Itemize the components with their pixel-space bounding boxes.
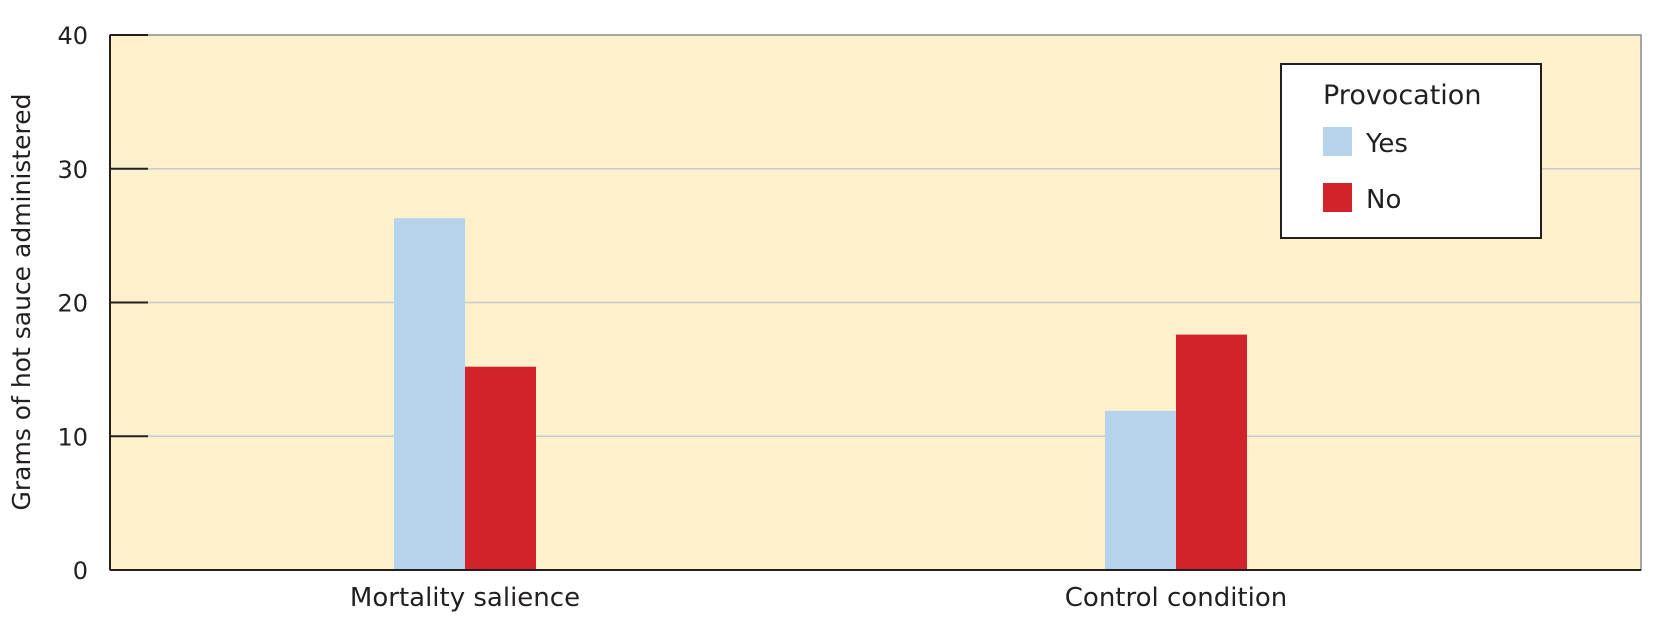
legend-label-no: No — [1366, 185, 1401, 215]
y-axis-ticks: 0 10 20 30 40 — [57, 22, 148, 585]
bars — [394, 218, 1247, 571]
x-category-label: Control condition — [1065, 583, 1287, 613]
bar-no-mortality-salience — [465, 366, 536, 570]
y-tick-label: 40 — [57, 22, 88, 50]
y-tick-label: 0 — [73, 557, 88, 585]
x-category-label: Mortality salience — [350, 583, 580, 613]
legend-label-yes: Yes — [1365, 129, 1408, 159]
legend-swatch-yes — [1323, 127, 1352, 156]
legend-swatch-no — [1323, 183, 1352, 212]
legend: Provocation Yes No — [1280, 63, 1542, 239]
bar-yes-control-condition — [1105, 410, 1176, 570]
y-tick-label: 20 — [57, 290, 88, 318]
bar-yes-mortality-salience — [394, 218, 465, 571]
legend-title: Provocation — [1323, 80, 1481, 111]
x-axis-categories: Mortality salience Control condition — [350, 583, 1287, 613]
y-tick-label: 10 — [57, 423, 88, 451]
y-axis-title: Grams of hot sauce administered — [7, 94, 36, 511]
bar-no-control-condition — [1176, 334, 1247, 570]
y-tick-label: 30 — [57, 156, 88, 184]
